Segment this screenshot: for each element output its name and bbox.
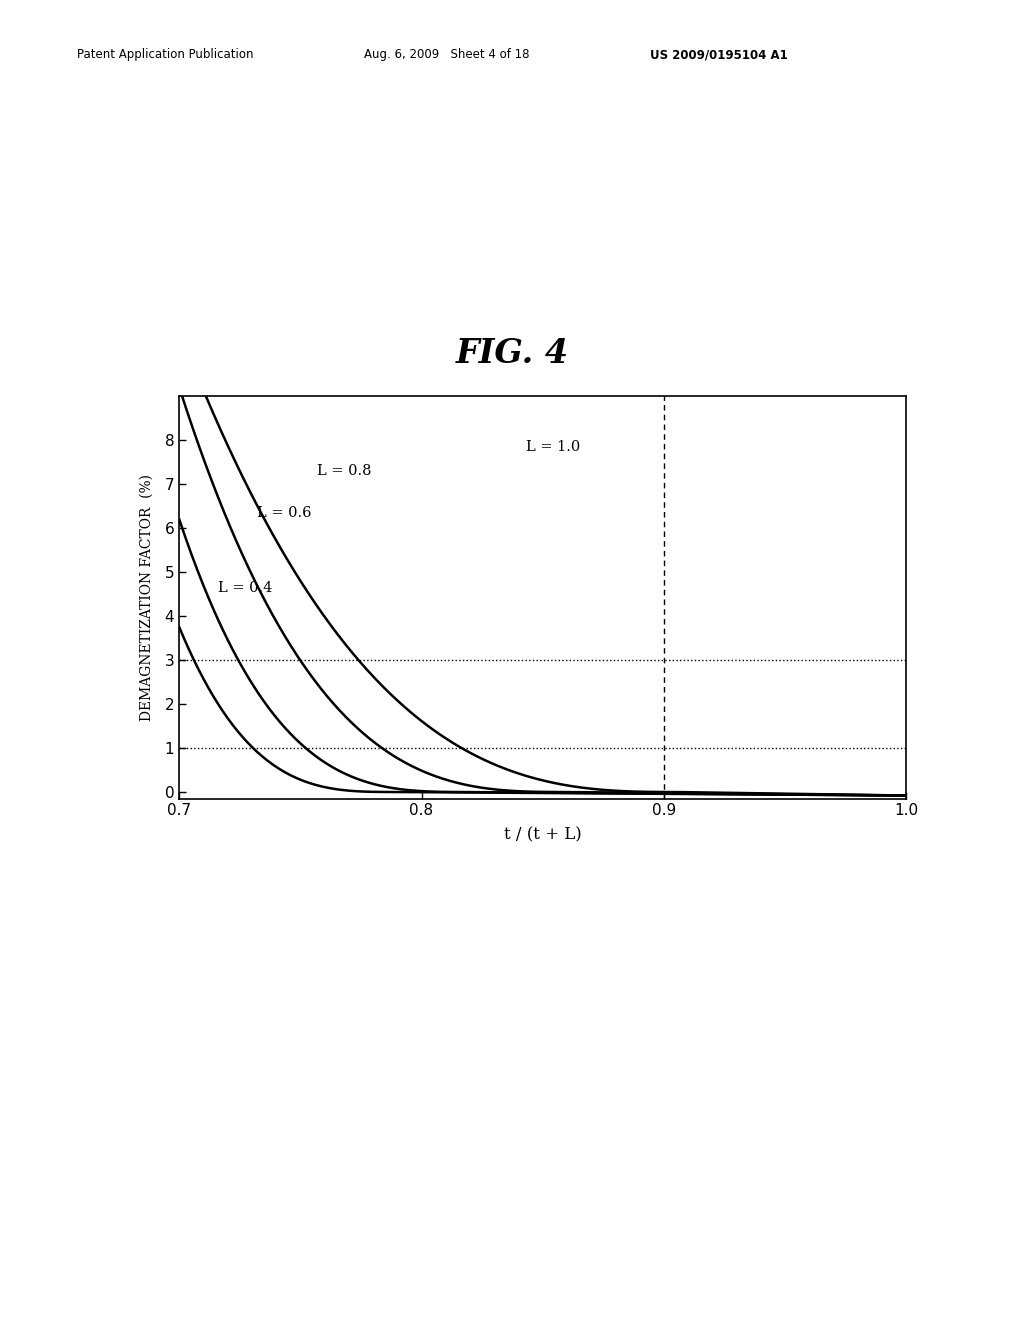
Text: Patent Application Publication: Patent Application Publication	[77, 48, 253, 61]
Text: FIG. 4: FIG. 4	[456, 337, 568, 370]
Y-axis label: DEMAGNETIZATION FACTOR  (%): DEMAGNETIZATION FACTOR (%)	[139, 474, 154, 721]
Text: US 2009/0195104 A1: US 2009/0195104 A1	[650, 48, 788, 61]
Text: Aug. 6, 2009   Sheet 4 of 18: Aug. 6, 2009 Sheet 4 of 18	[364, 48, 529, 61]
Text: L = 0.8: L = 0.8	[317, 465, 372, 478]
X-axis label: t / (t + L): t / (t + L)	[504, 826, 582, 843]
Text: L = 0.4: L = 0.4	[218, 581, 272, 595]
Text: L = 1.0: L = 1.0	[525, 440, 580, 454]
Text: L = 0.6: L = 0.6	[257, 506, 311, 520]
